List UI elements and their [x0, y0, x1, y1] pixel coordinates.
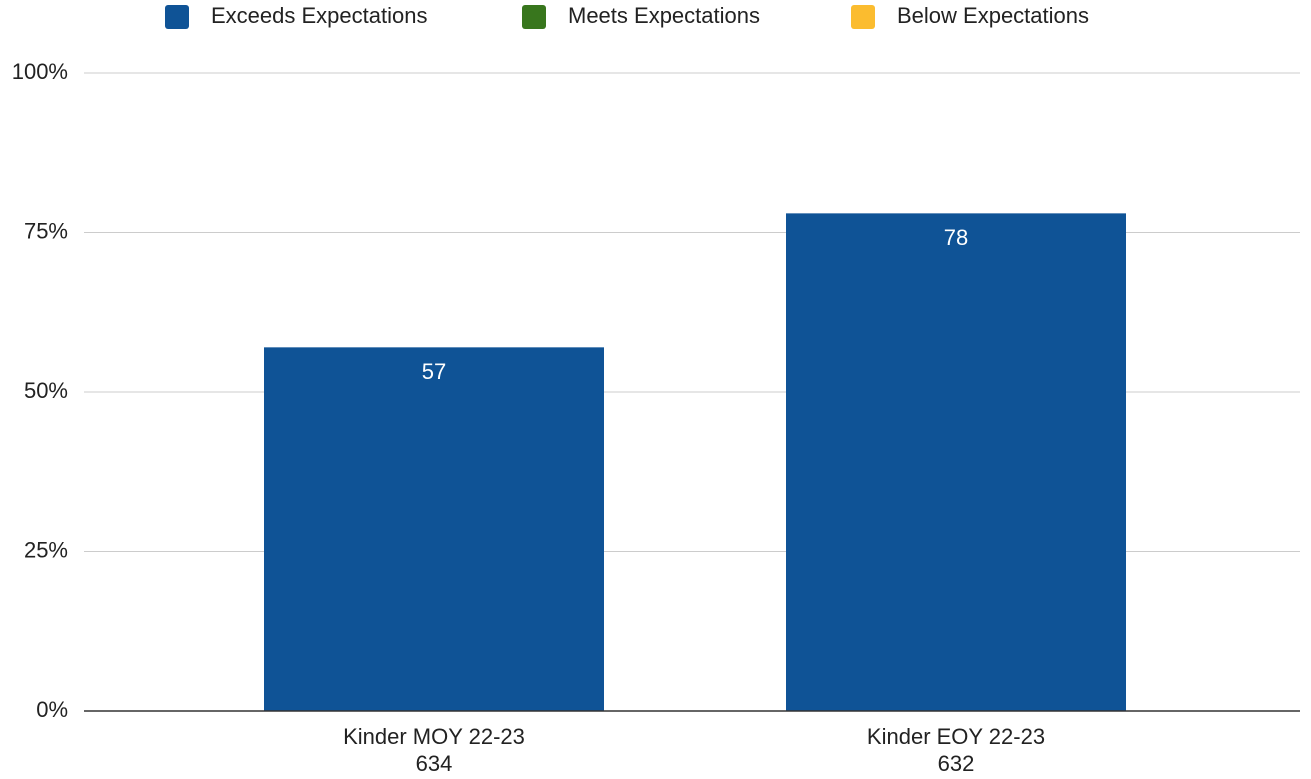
bar-segment	[786, 213, 1126, 712]
y-tick-label: 75%	[24, 218, 68, 243]
x-tick-label: Kinder EOY 22-23	[867, 724, 1045, 749]
y-tick-label: 0%	[36, 697, 68, 722]
legend-swatch	[165, 5, 189, 29]
legend-label: Below Expectations	[897, 3, 1089, 28]
x-tick-label: 634	[416, 751, 453, 776]
data-label: 57	[422, 359, 446, 384]
legend-label: Exceeds Expectations	[211, 3, 427, 28]
x-tick-label: Kinder MOY 22-23	[343, 724, 525, 749]
data-label: 78	[944, 225, 968, 250]
y-tick-label: 100%	[12, 59, 68, 84]
bar-segment	[264, 347, 604, 711]
x-tick-label: 632	[938, 751, 975, 776]
legend-swatch	[851, 5, 875, 29]
legend-swatch	[522, 5, 546, 29]
legend-label: Meets Expectations	[568, 3, 760, 28]
y-tick-label: 25%	[24, 537, 68, 562]
y-tick-label: 50%	[24, 378, 68, 403]
